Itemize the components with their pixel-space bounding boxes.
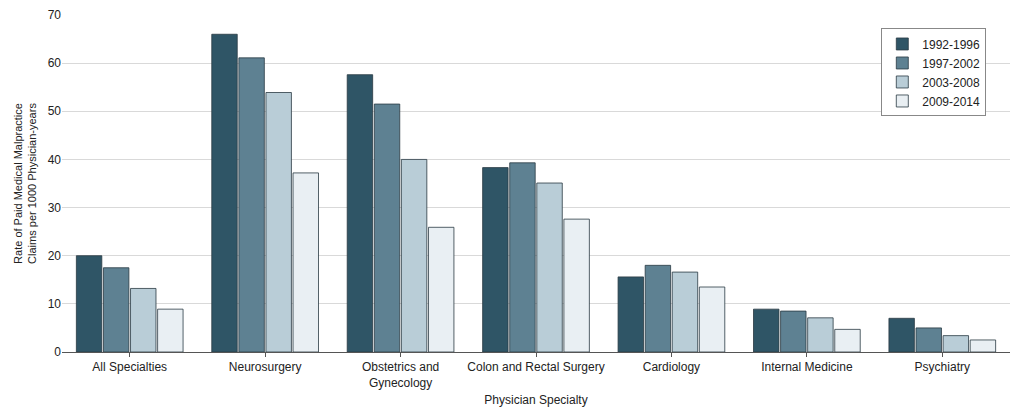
svg-text:30: 30: [48, 201, 62, 215]
svg-text:Colon and Rectal Surgery: Colon and Rectal Surgery: [467, 360, 604, 374]
svg-text:Rate of Paid Medical Malpracti: Rate of Paid Medical MalpracticeClaims p…: [12, 103, 38, 264]
svg-text:Neurosurgery: Neurosurgery: [229, 360, 302, 374]
svg-text:70: 70: [48, 8, 62, 22]
svg-text:Cardiology: Cardiology: [643, 360, 700, 374]
svg-text:10: 10: [48, 297, 62, 311]
svg-text:Obstetrics andGynecology: Obstetrics andGynecology: [362, 360, 439, 390]
svg-text:50: 50: [48, 104, 62, 118]
svg-text:1992-1996: 1992-1996: [922, 38, 980, 52]
svg-text:1997-2002: 1997-2002: [922, 57, 980, 71]
svg-text:20: 20: [48, 249, 62, 263]
svg-text:2003-2008: 2003-2008: [922, 76, 980, 90]
svg-text:All Specialties: All Specialties: [92, 360, 167, 374]
svg-text:60: 60: [48, 56, 62, 70]
svg-text:2009-2014: 2009-2014: [922, 95, 980, 109]
svg-text:40: 40: [48, 153, 62, 167]
svg-text:Physician Specialty: Physician Specialty: [484, 393, 587, 407]
svg-text:Internal Medicine: Internal Medicine: [761, 360, 853, 374]
svg-text:Psychiatry: Psychiatry: [915, 360, 970, 374]
svg-text:0: 0: [54, 345, 61, 359]
